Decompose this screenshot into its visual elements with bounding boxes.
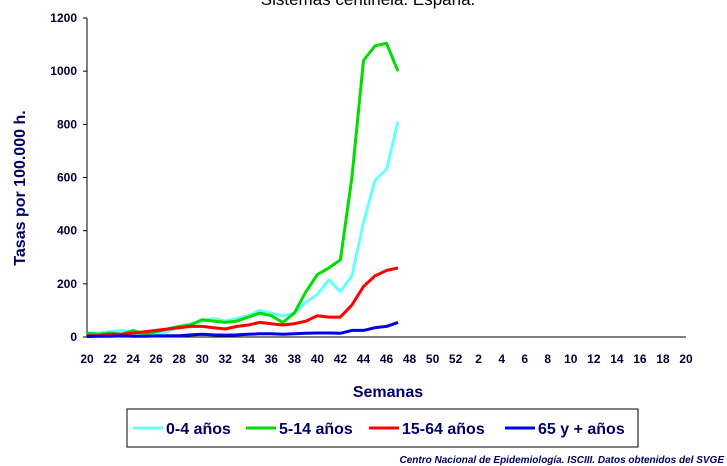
y-axis-label: Tasas por 100.000 h. xyxy=(12,110,29,265)
y-tick-label: 400 xyxy=(57,224,77,238)
x-tick-label: 44 xyxy=(357,352,371,366)
x-tick-label: 38 xyxy=(288,352,302,366)
legend-label: 15-64 años xyxy=(402,421,485,438)
x-tick-label: 18 xyxy=(656,352,670,366)
legend-label: 0-4 años xyxy=(166,421,231,438)
series-line-3 xyxy=(87,266,399,338)
x-tick-label: 8 xyxy=(544,352,551,366)
x-tick-label: 14 xyxy=(610,352,624,366)
x-tick-label: 30 xyxy=(196,352,210,366)
x-tick-label: 20 xyxy=(679,352,693,366)
x-tick-label: 20 xyxy=(80,352,94,366)
series-line-1 xyxy=(86,121,400,336)
x-tick-label: 6 xyxy=(521,352,528,366)
y-tick-label: 1200 xyxy=(50,11,77,25)
x-tick-label: 16 xyxy=(633,352,647,366)
x-tick-label: 42 xyxy=(334,352,348,366)
chart-title: Sistemas centinela. España. xyxy=(261,0,476,9)
y-tick-label: 200 xyxy=(57,277,77,291)
x-tick-label: 48 xyxy=(403,352,417,366)
x-tick-label: 40 xyxy=(311,352,325,366)
series-group xyxy=(86,41,400,338)
x-tick-label: 46 xyxy=(380,352,394,366)
x-tick-label: 36 xyxy=(265,352,279,366)
x-tick-label: 2 xyxy=(475,352,482,366)
x-tick-label: 22 xyxy=(103,352,117,366)
x-tick-label: 50 xyxy=(426,352,440,366)
legend-label: 5-14 años xyxy=(279,421,353,438)
x-tick-label: 32 xyxy=(219,352,233,366)
y-tick-label: 800 xyxy=(57,117,77,131)
x-tick-label: 26 xyxy=(149,352,163,366)
legend-label: 65 y + años xyxy=(538,421,625,438)
x-tick-label: 34 xyxy=(242,352,256,366)
legend: 0-4 años 5-14 años 15-64 años 65 y + años xyxy=(133,421,625,438)
x-tick-label: 28 xyxy=(172,352,186,366)
x-tick-label: 12 xyxy=(587,352,601,366)
x-tick-label: 10 xyxy=(564,352,578,366)
series-line-4 xyxy=(86,320,399,338)
series-line-2 xyxy=(86,41,400,336)
x-axis-label: Semanas xyxy=(353,384,423,401)
y-tick-label: 0 xyxy=(70,330,77,344)
y-tick-label: 600 xyxy=(57,171,77,185)
x-tick-label: 52 xyxy=(449,352,463,366)
y-tick-label: 1000 xyxy=(50,64,77,78)
x-tick-label: 4 xyxy=(498,352,505,366)
x-tick-label: 24 xyxy=(126,352,140,366)
footer-credit: Centro Nacional de Epidemiología. ISCIII… xyxy=(400,455,725,466)
x-axis-ticks: 20 22 24 26 28 30 32 34 36 38 40 42 44 46 48 50 52 2 4 6 8 10… xyxy=(80,352,693,366)
y-axis-ticks: 0 200 400 600 800 1000 1200 xyxy=(50,11,87,344)
